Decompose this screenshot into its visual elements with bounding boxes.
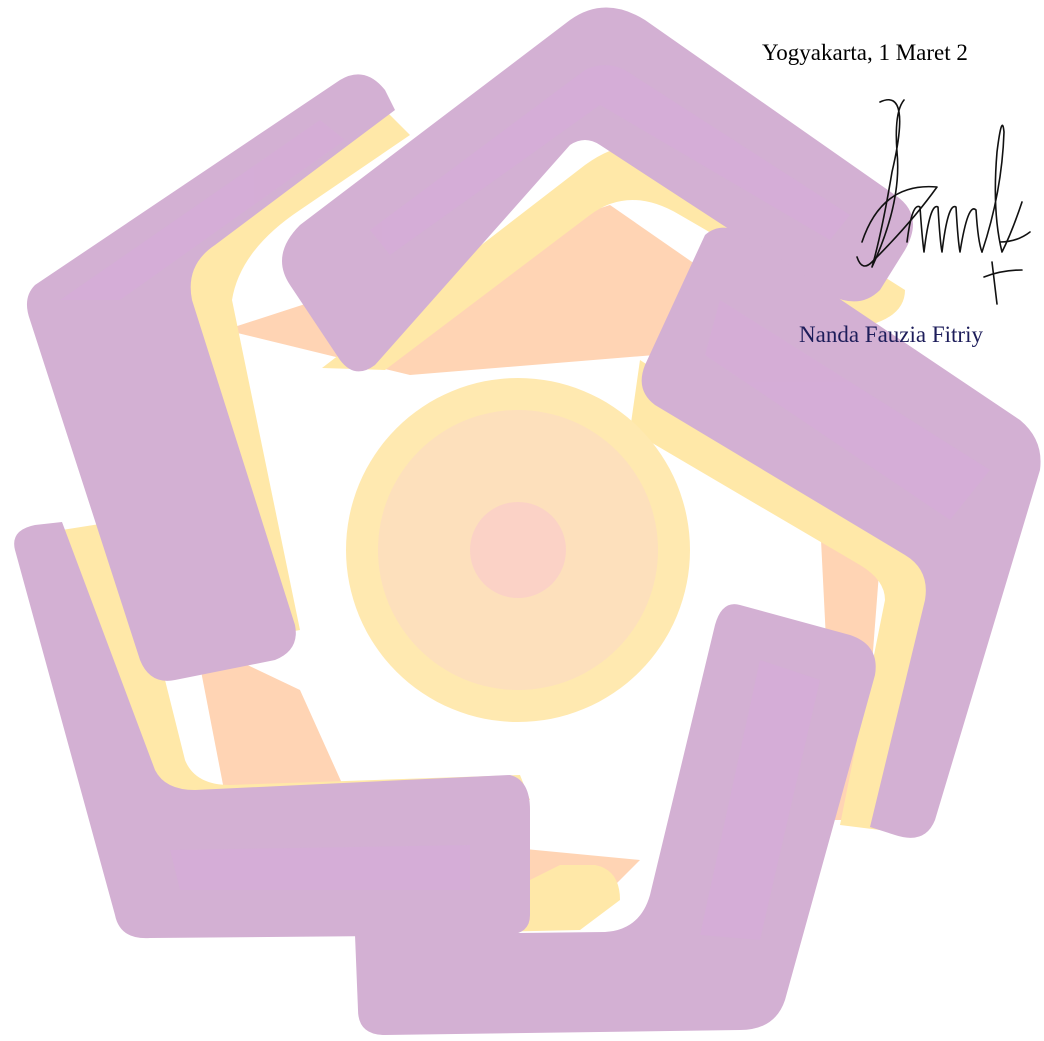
- logo-arm-upper-left: [26, 74, 395, 681]
- logo-arm-bottom: [355, 604, 876, 1035]
- handwritten-signature-icon: [856, 99, 1031, 305]
- watermark-purple-arms: [14, 7, 1041, 1035]
- signer-name: Nanda Fauzia Fitriy: [799, 322, 983, 347]
- place-date-line: Yogyakarta, 1 Maret 2: [762, 40, 968, 65]
- logo-arm-bottom-left: [14, 522, 530, 939]
- logo-arm-right: [641, 227, 1041, 838]
- watermark-purple-tint: [60, 65, 990, 940]
- logo-arm-top: [282, 7, 913, 372]
- watermark-center-circle: [346, 378, 690, 722]
